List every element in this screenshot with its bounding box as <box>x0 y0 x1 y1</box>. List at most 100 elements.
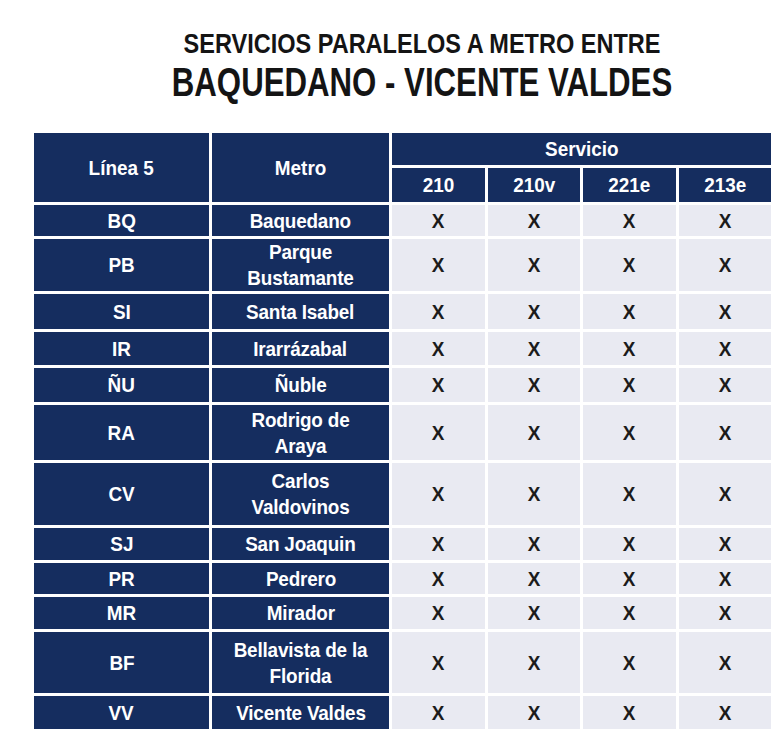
service-mark-cell: X <box>679 696 771 729</box>
service-column-header: 213e <box>679 168 771 202</box>
service-mark-cell-label: X <box>719 373 732 397</box>
service-mark-cell-label: X <box>432 209 445 233</box>
service-mark-cell: X <box>679 332 771 365</box>
column-header-linea5-label: Línea 5 <box>89 155 154 181</box>
station-name-cell: Santa Isabel <box>212 294 389 329</box>
service-mark-cell: X <box>583 239 676 291</box>
station-code-cell-label: VV <box>109 700 134 726</box>
service-column-header: 210v <box>488 168 580 202</box>
station-code-cell-label: SI <box>113 299 131 325</box>
station-row: MR Mirador X X X X <box>34 597 771 629</box>
station-code-cell: VV <box>34 696 209 729</box>
column-header-metro: Metro <box>212 133 389 202</box>
station-code-cell: PB <box>34 239 209 291</box>
service-mark-cell-label: X <box>719 300 732 324</box>
station-name-cell: Bellavista de la Florida <box>212 632 389 693</box>
service-mark-cell: X <box>392 332 485 365</box>
service-mark-cell: X <box>679 205 771 236</box>
service-mark-cell: X <box>679 294 771 329</box>
service-mark-cell-label: X <box>719 337 732 361</box>
service-mark-cell-label: X <box>719 651 732 675</box>
station-code-cell: MR <box>34 597 209 629</box>
service-column-header-label: 213e <box>704 172 746 198</box>
station-row: VV Vicente Valdes X X X X <box>34 696 771 729</box>
service-mark-cell-label: X <box>623 601 636 625</box>
service-mark-cell-label: X <box>528 601 541 625</box>
station-code-cell-label: SJ <box>110 531 133 557</box>
station-name-cell: Mirador <box>212 597 389 629</box>
station-name-cell: San Joaquin <box>212 528 389 560</box>
station-row: BQ Baquedano X X X X <box>34 205 771 236</box>
station-code-cell-label: MR <box>107 600 136 626</box>
service-mark-cell-label: X <box>528 421 541 445</box>
station-code-cell: BF <box>34 632 209 693</box>
service-mark-cell: X <box>583 563 676 594</box>
column-header-linea5: Línea 5 <box>34 133 209 202</box>
station-name-cell-label: Baquedano <box>250 208 351 234</box>
service-mark-cell: X <box>583 332 676 365</box>
service-mark-cell-label: X <box>719 421 732 445</box>
service-mark-cell: X <box>488 463 580 525</box>
station-row: CVCarlos ValdovinosXXXX <box>34 463 771 525</box>
service-mark-cell: X <box>392 528 485 560</box>
service-mark-cell-label: X <box>528 253 541 277</box>
service-mark-cell-label: X <box>623 532 636 556</box>
station-code-cell-label: BF <box>109 650 134 676</box>
service-mark-cell-label: X <box>432 532 445 556</box>
service-mark-cell-label: X <box>623 300 636 324</box>
station-code-cell: IR <box>34 332 209 365</box>
station-name-cell: Vicente Valdes <box>212 696 389 729</box>
station-row: IRIrarrázabalXXXX <box>34 332 771 365</box>
service-mark-cell: X <box>679 632 771 693</box>
station-name-cell: Pedrero <box>212 563 389 594</box>
station-row: ÑUÑubleXXXX <box>34 368 771 402</box>
service-mark-cell-label: X <box>623 373 636 397</box>
service-mark-cell-label: X <box>623 567 636 591</box>
station-name-cell-label: Ñuble <box>275 372 327 398</box>
service-mark-cell-label: X <box>528 209 541 233</box>
station-code-cell-label: PB <box>108 252 134 278</box>
service-mark-cell: X <box>583 632 676 693</box>
station-row: SJSan JoaquinXXXX <box>34 528 771 560</box>
station-name-cell: Rodrigo de Araya <box>212 405 389 460</box>
service-mark-cell-label: X <box>432 421 445 445</box>
service-mark-cell-label: X <box>432 651 445 675</box>
service-mark-cell-label: X <box>719 701 732 725</box>
service-mark-cell: X <box>679 597 771 629</box>
service-mark-cell: X <box>583 463 676 525</box>
station-name-cell-label: Vicente Valdes <box>236 700 366 726</box>
service-column-header-label: 221e <box>608 172 650 198</box>
column-header-servicio: Servicio <box>392 133 771 165</box>
service-mark-cell: X <box>679 239 771 291</box>
service-mark-cell: X <box>488 528 580 560</box>
station-name-cell-label: Bellavista de la Florida <box>230 637 371 689</box>
station-row: PBParque BustamanteXXXX <box>34 239 771 291</box>
page-subtitle: SERVICIOS PARALELOS A METRO ENTRE <box>103 29 741 59</box>
station-name-cell-label: Irarrázabal <box>254 336 348 362</box>
service-mark-cell: X <box>583 405 676 460</box>
service-mark-cell: X <box>488 294 580 329</box>
service-mark-cell: X <box>488 696 580 729</box>
station-name-cell-label: Pedrero <box>265 566 335 592</box>
service-mark-cell: X <box>583 696 676 729</box>
service-mark-cell-label: X <box>623 209 636 233</box>
services-table: Línea 5 Metro Servicio 210210v221e213e B… <box>31 130 774 732</box>
service-mark-cell-label: X <box>528 651 541 675</box>
service-mark-cell-label: X <box>719 567 732 591</box>
station-row: PRPedreroXXXX <box>34 563 771 594</box>
station-code-cell: SI <box>34 294 209 329</box>
service-mark-cell-label: X <box>528 532 541 556</box>
service-column-header-label: 210v <box>513 172 555 198</box>
service-mark-cell-label: X <box>432 601 445 625</box>
service-mark-cell-label: X <box>719 482 732 506</box>
service-mark-cell-label: X <box>432 701 445 725</box>
service-mark-cell: X <box>488 205 580 236</box>
service-mark-cell-label: X <box>528 482 541 506</box>
service-mark-cell-label: X <box>432 300 445 324</box>
service-mark-cell: X <box>679 563 771 594</box>
service-mark-cell-label: X <box>528 701 541 725</box>
page-title: BAQUEDANO - VICENTE VALDES <box>126 62 719 102</box>
station-code-cell-label: BQ <box>107 208 135 234</box>
station-name-cell: Irarrázabal <box>212 332 389 365</box>
service-mark-cell-label: X <box>719 209 732 233</box>
